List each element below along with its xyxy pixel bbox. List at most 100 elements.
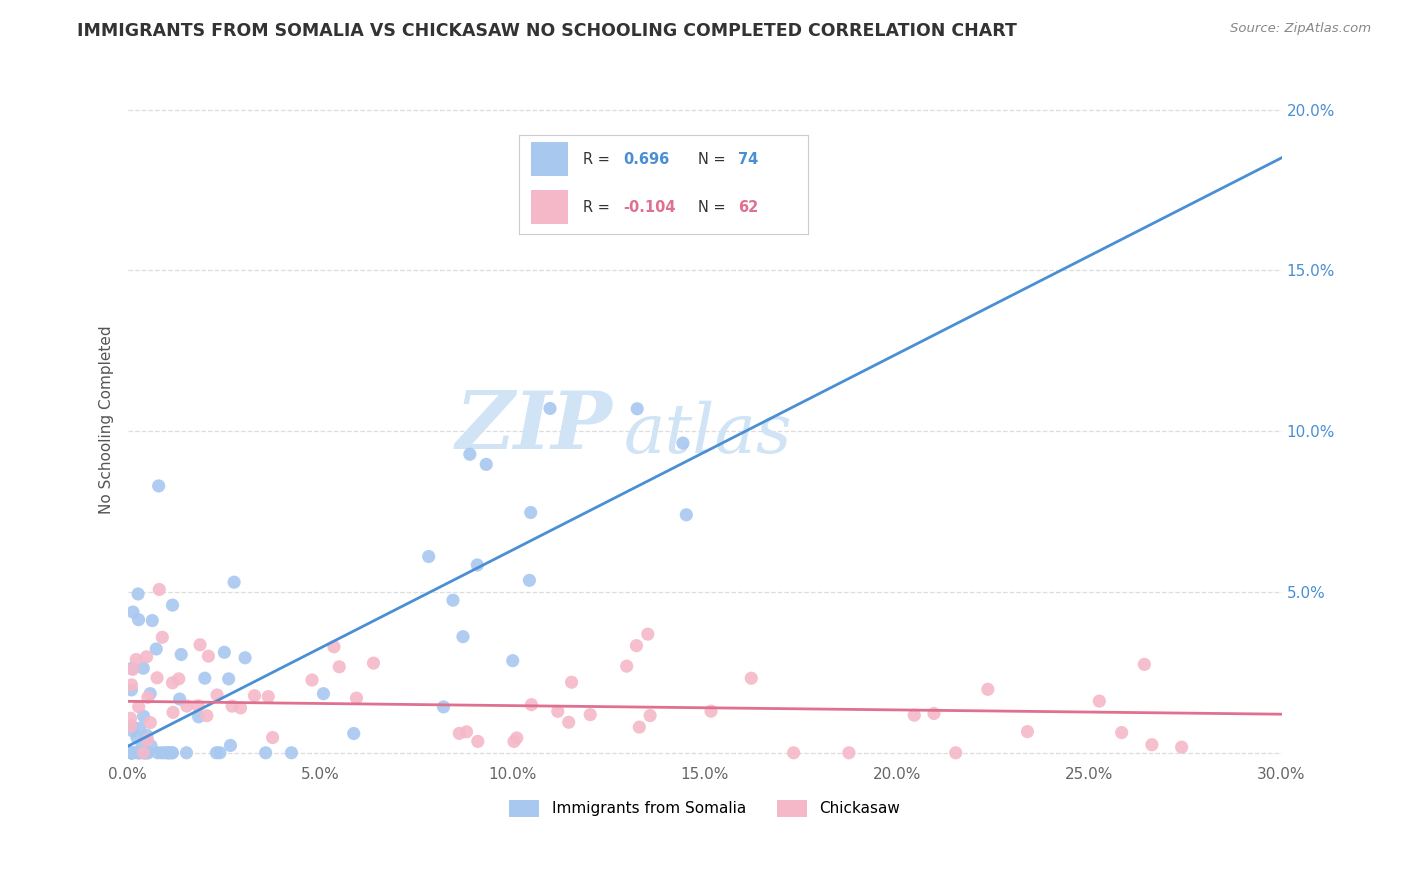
Point (205, 688, 228, 702)
Text: R =: R = (582, 152, 614, 167)
Point (197, 649, 219, 664)
Text: -0.104: -0.104 (623, 200, 675, 215)
Point (127, 746, 149, 760)
Point (134, 746, 156, 760)
Point (121, 719, 143, 733)
Point (262, 731, 284, 745)
Point (127, 587, 149, 601)
Point (125, 731, 148, 745)
Point (139, 687, 162, 701)
Point (132, 661, 155, 675)
Point (136, 745, 159, 759)
Point (432, 699, 454, 714)
Point (162, 746, 184, 760)
Point (467, 734, 489, 748)
Point (1017, 724, 1039, 739)
Point (219, 739, 242, 753)
Point (616, 659, 638, 673)
Point (121, 723, 143, 738)
Point (157, 746, 180, 760)
Point (153, 746, 176, 760)
Point (628, 720, 651, 734)
Point (121, 662, 143, 676)
Point (136, 746, 159, 760)
Point (520, 698, 543, 712)
Point (208, 746, 231, 760)
Point (1170, 740, 1192, 755)
Point (121, 678, 143, 692)
Point (557, 715, 579, 730)
Point (257, 690, 280, 704)
Point (218, 672, 240, 686)
Point (214, 645, 236, 659)
Point (233, 650, 256, 665)
Point (129, 746, 152, 760)
Point (176, 746, 198, 760)
Point (328, 660, 350, 674)
Point (740, 671, 762, 685)
Point (1140, 738, 1163, 752)
Bar (530, 143, 568, 177)
Point (503, 734, 526, 748)
Point (502, 654, 524, 668)
Point (312, 687, 335, 701)
Point (538, 401, 561, 416)
Point (194, 671, 217, 685)
Point (135, 746, 157, 760)
Text: IMMIGRANTS FROM SOMALIA VS CHICKASAW NO SCHOOLING COMPLETED CORRELATION CHART: IMMIGRANTS FROM SOMALIA VS CHICKASAW NO … (77, 22, 1017, 40)
Point (637, 627, 659, 641)
Point (157, 746, 180, 760)
Text: 0.696: 0.696 (623, 152, 669, 167)
Text: N =: N = (697, 200, 730, 215)
Point (170, 648, 193, 662)
Point (638, 708, 661, 723)
Point (561, 675, 583, 690)
Point (160, 746, 183, 760)
Point (150, 630, 173, 644)
Point (254, 746, 277, 760)
Point (176, 699, 198, 714)
Point (139, 739, 162, 753)
Point (945, 746, 967, 760)
Point (1133, 657, 1156, 672)
Point (146, 746, 169, 760)
Point (506, 731, 529, 745)
Y-axis label: No Schooling Completed: No Schooling Completed (100, 326, 114, 515)
Point (128, 699, 150, 714)
Point (205, 746, 228, 760)
Point (135, 649, 157, 664)
Point (136, 732, 159, 747)
Point (449, 726, 471, 740)
Point (167, 672, 190, 686)
Point (122, 746, 145, 760)
Point (475, 458, 498, 472)
Point (131, 739, 153, 753)
Point (120, 746, 142, 760)
Point (672, 436, 695, 450)
Point (120, 746, 142, 760)
Point (120, 719, 142, 733)
Point (229, 701, 252, 715)
Point (465, 558, 488, 572)
Point (626, 639, 648, 653)
Point (135, 728, 157, 742)
Text: atlas: atlas (624, 401, 792, 467)
Point (221, 699, 243, 714)
Point (145, 642, 167, 657)
Point (922, 706, 945, 721)
Point (441, 593, 464, 607)
Point (343, 726, 366, 740)
Point (187, 698, 209, 713)
Point (700, 704, 723, 718)
Point (903, 708, 925, 723)
Point (782, 746, 804, 760)
Point (121, 746, 143, 760)
Point (519, 574, 541, 588)
Point (458, 447, 481, 461)
Point (120, 682, 142, 697)
Point (120, 746, 142, 760)
Point (157, 746, 180, 760)
Point (136, 690, 159, 705)
Point (122, 605, 145, 619)
Text: R =: R = (582, 200, 614, 215)
